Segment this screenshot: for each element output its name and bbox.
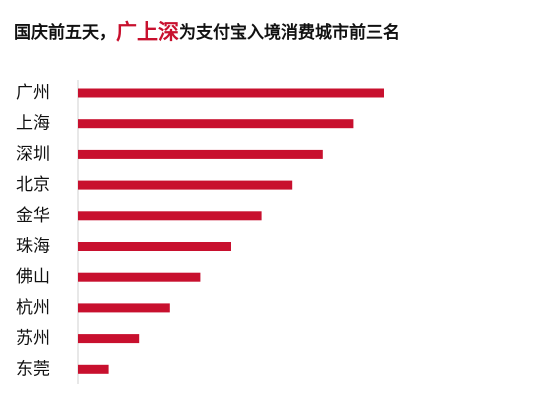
y-tick-label: 深圳 <box>16 144 50 164</box>
bar <box>78 119 354 129</box>
bar <box>78 242 231 251</box>
bar <box>78 303 170 313</box>
bar <box>78 334 140 344</box>
y-tick-label: 上海 <box>16 114 50 134</box>
y-tick-label: 金华 <box>16 206 50 226</box>
y-tick-label: 杭州 <box>16 298 50 318</box>
title-segment: 国庆前五天， <box>14 22 116 43</box>
bar <box>78 364 109 374</box>
y-tick-label: 东莞 <box>16 359 50 379</box>
bar <box>78 180 293 190</box>
y-tick-label: 苏州 <box>16 329 50 349</box>
y-tick-label: 广州 <box>16 83 50 103</box>
bar <box>78 211 262 221</box>
bar <box>78 149 323 159</box>
y-tick-label: 佛山 <box>16 267 50 287</box>
title-segment: 为支付宝入境消费城市前三名 <box>179 22 400 43</box>
y-tick-label: 珠海 <box>16 237 50 257</box>
title-segment: 广上深 <box>116 20 179 44</box>
y-tick-label: 北京 <box>16 175 50 195</box>
bar <box>78 272 201 282</box>
chart-title: 国庆前五天，广上深为支付宝入境消费城市前三名 <box>14 20 400 44</box>
bar <box>78 88 384 98</box>
